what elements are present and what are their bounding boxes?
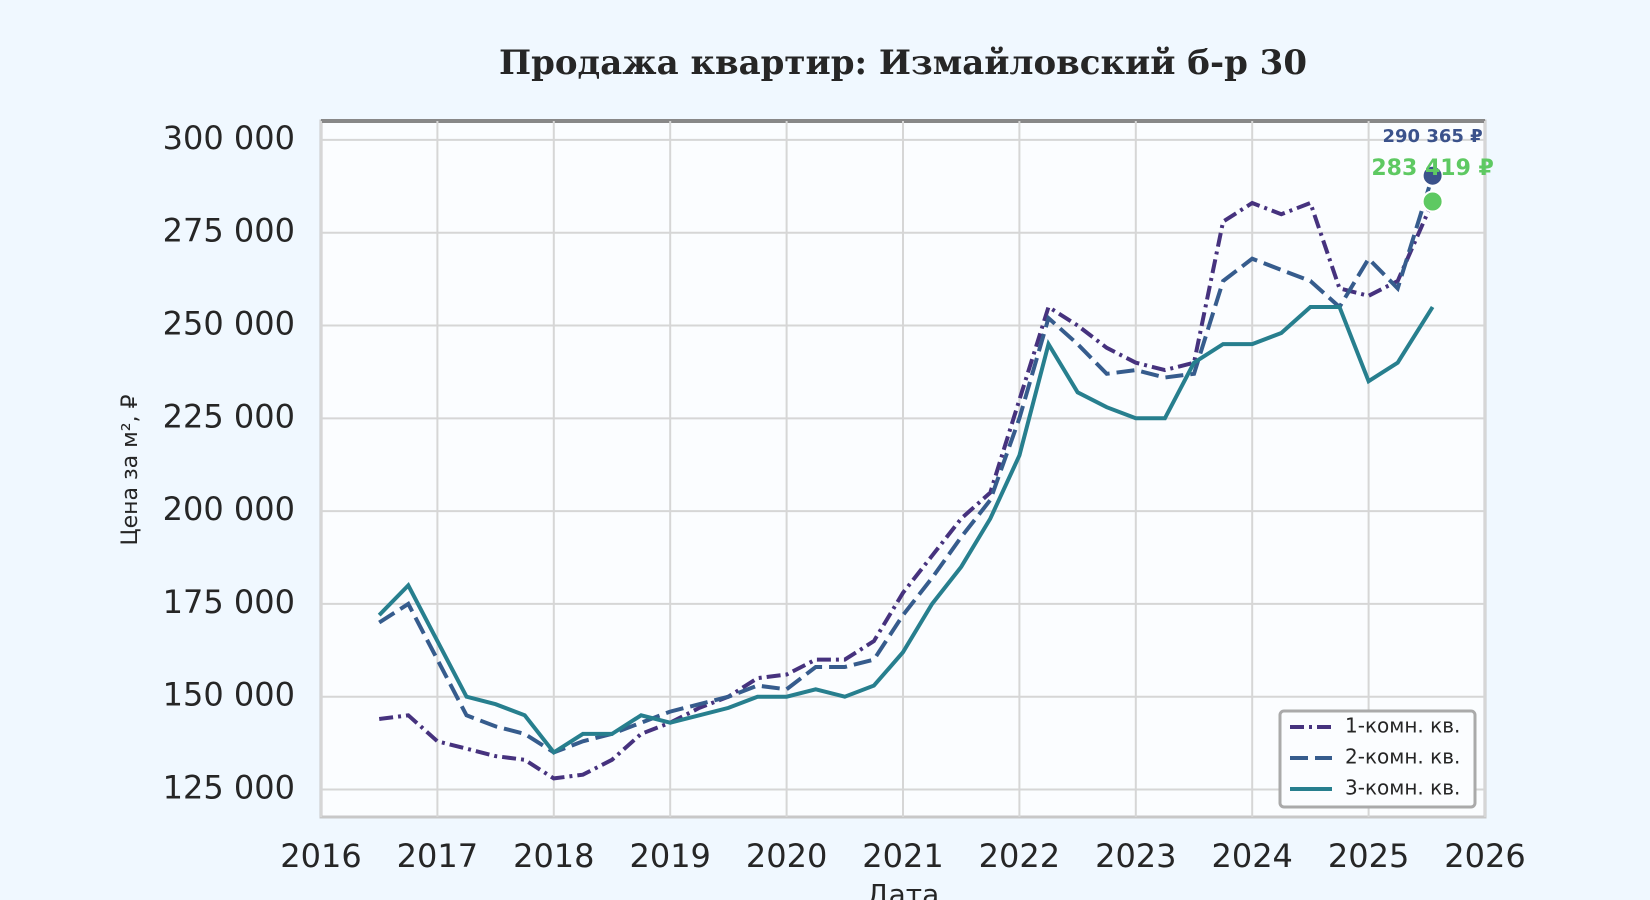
y-tick-label: 150 000 bbox=[163, 676, 295, 714]
x-tick-label: 2025 bbox=[1328, 837, 1409, 875]
x-tick-label: 2022 bbox=[979, 837, 1060, 875]
y-tick-label: 300 000 bbox=[163, 119, 295, 157]
y-tick-label: 225 000 bbox=[163, 397, 295, 435]
legend: 1-комн. кв. 2-комн. кв. 3-комн. кв. bbox=[1278, 709, 1477, 809]
series-line bbox=[378, 200, 1435, 781]
legend-label: 1-комн. кв. bbox=[1345, 714, 1460, 738]
y-tick-label: 125 000 bbox=[163, 769, 295, 807]
y-axis-label: Цена за м², ₽ bbox=[118, 394, 143, 545]
x-tick-label: 2018 bbox=[513, 837, 594, 875]
x-tick-label: 2024 bbox=[1211, 837, 1292, 875]
y-tick-label: 250 000 bbox=[163, 305, 295, 343]
chart-title: Продажа квартир: Измайловский б-р 30 bbox=[499, 43, 1307, 83]
x-tick-label: 2021 bbox=[862, 837, 943, 875]
x-tick-label: 2023 bbox=[1095, 837, 1176, 875]
x-tick-label: 2020 bbox=[746, 837, 827, 875]
annotation-label: 283 419 ₽ bbox=[1371, 156, 1493, 181]
x-tick-label: 2019 bbox=[629, 837, 710, 875]
legend-label: 2-комн. кв. bbox=[1345, 745, 1460, 769]
annotation-dot bbox=[1421, 190, 1444, 213]
y-tick-label: 175 000 bbox=[163, 583, 295, 621]
annotation-dot bbox=[1421, 164, 1444, 187]
annotation-label: 290 365 ₽ bbox=[1383, 126, 1483, 147]
y-tick-label: 200 000 bbox=[163, 490, 295, 528]
legend-box bbox=[1278, 709, 1477, 809]
x-tick-label: 2026 bbox=[1444, 837, 1525, 875]
legend-label: 3-комн. кв. bbox=[1345, 776, 1460, 800]
x-axis-label: Дата bbox=[867, 878, 940, 900]
x-tick-label: 2016 bbox=[280, 837, 361, 875]
x-tick-label: 2017 bbox=[397, 837, 478, 875]
series-line bbox=[377, 305, 1435, 756]
y-tick-label: 275 000 bbox=[163, 212, 295, 250]
